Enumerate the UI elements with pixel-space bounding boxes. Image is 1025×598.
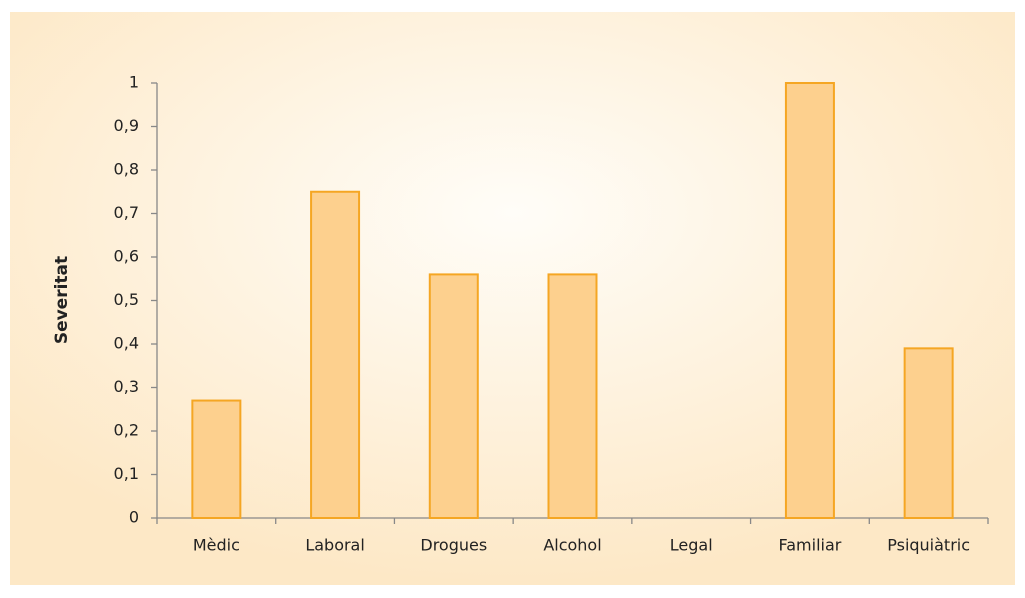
bar (903, 347, 954, 519)
bar (547, 273, 598, 519)
bar (191, 399, 242, 519)
x-tick-label: Psiquiàtric (887, 536, 970, 555)
y-axis-label: Severitat (52, 256, 72, 344)
bar (428, 273, 479, 519)
y-tick-label: 0,5 (114, 290, 139, 309)
y-tick-label: 0,6 (114, 247, 139, 266)
x-tick-label: Laboral (305, 536, 365, 555)
x-tick-label: Alcohol (543, 536, 601, 555)
y-tick-label: 0 (129, 508, 139, 527)
x-tick-label: Mèdic (193, 536, 240, 555)
y-tick-label: 0,7 (114, 203, 139, 222)
y-tick-label: 0,2 (114, 421, 139, 440)
plot-background (10, 12, 1015, 585)
x-tick-label: Drogues (420, 536, 487, 555)
bar (784, 82, 835, 519)
x-tick-label: Legal (670, 536, 713, 555)
x-tick-label: Familiar (779, 536, 842, 555)
y-tick-label: 0,4 (114, 334, 139, 353)
y-tick-label: 0,3 (114, 377, 139, 396)
y-tick-label: 0,1 (114, 464, 139, 483)
y-tick-label: 0,9 (114, 116, 139, 135)
y-tick-label: 1 (129, 73, 139, 92)
bar (310, 190, 361, 519)
y-tick-label: 0,8 (114, 160, 139, 179)
